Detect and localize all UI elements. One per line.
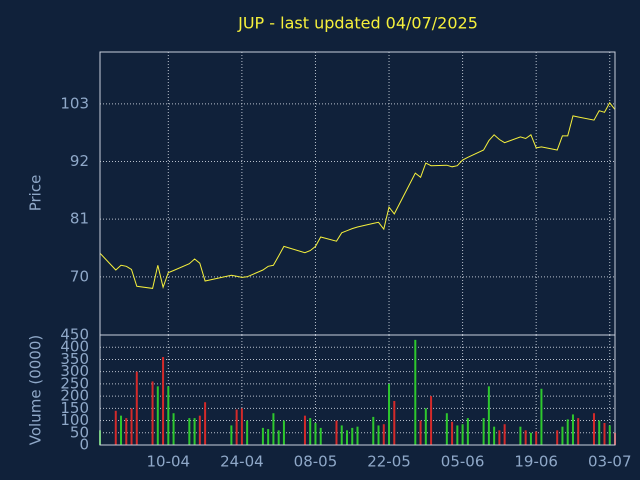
volume-bar [424, 408, 427, 445]
volume-bar [151, 381, 154, 445]
volume-bar [261, 427, 264, 445]
y-tick-label: 103 [60, 94, 89, 112]
volume-bar [319, 427, 322, 445]
volume-bar [535, 431, 538, 445]
chart-title: JUP - last updated 04/07/2025 [237, 14, 478, 33]
price-line [99, 101, 616, 290]
volume-bar [382, 424, 385, 445]
y-tick-label: 300 [60, 362, 89, 380]
volume-bar [566, 419, 569, 445]
volume-bar [340, 425, 343, 445]
volume-bar [230, 425, 233, 445]
volume-bar [388, 383, 391, 445]
volume-bar [114, 410, 117, 445]
volume-bar [282, 420, 285, 445]
y-tick-label: 150 [60, 399, 89, 417]
volume-bar [456, 425, 459, 445]
volume-bar [198, 415, 201, 445]
volume-bar [393, 401, 396, 445]
volume-bar [598, 420, 601, 445]
volume-bar [445, 413, 448, 445]
volume-bar [188, 418, 191, 445]
volume-bar [193, 418, 196, 445]
volume-bar [303, 415, 306, 445]
volume-bar [162, 357, 165, 445]
volume-bar [372, 416, 375, 445]
y-tick-label: 100 [60, 411, 89, 429]
volume-bar [204, 402, 207, 445]
y-tick-label: 450 [60, 326, 89, 344]
volume-bar [240, 408, 243, 445]
volume-bar [377, 425, 380, 445]
volume-bar [309, 418, 312, 445]
volume-bar [351, 427, 354, 445]
volume-bar [235, 409, 238, 445]
volume-bar [603, 423, 606, 445]
volume-bar [577, 418, 580, 445]
x-tick-label: 05-06 [441, 453, 485, 471]
volume-bar [120, 415, 123, 445]
volume-bar [167, 386, 170, 445]
volume-bar [414, 339, 417, 445]
volume-bar [335, 420, 338, 445]
volume-bar [461, 424, 464, 445]
volume-bar [608, 425, 611, 445]
plot-frame [99, 334, 616, 446]
y-tick-label: 70 [70, 267, 89, 285]
volume-bar [487, 386, 490, 445]
y-tick-label: 50 [70, 423, 89, 441]
volume-bar [519, 426, 522, 445]
x-tick-label: 22-05 [367, 453, 411, 471]
volume-bar [156, 386, 159, 445]
volume-bar [314, 423, 317, 445]
y-tick-label: 200 [60, 387, 89, 405]
volume-bar [503, 424, 506, 445]
volume-bar [493, 426, 496, 445]
y-tick-label: 81 [70, 210, 89, 228]
y-tick-label: 250 [60, 374, 89, 392]
x-tick-label: 10-04 [147, 453, 191, 471]
volume-bar [125, 418, 128, 445]
volume-bar [135, 371, 138, 445]
volume-bar [356, 426, 359, 445]
volume-bar [451, 421, 454, 445]
x-tick-label: 19-06 [514, 453, 558, 471]
y-tick-label: 400 [60, 338, 89, 356]
volume-bar [345, 430, 348, 445]
volume-bar [277, 430, 280, 445]
volume-bar [267, 429, 270, 445]
volume-bar [498, 430, 501, 445]
volume-bar [272, 413, 275, 445]
volume-bar [571, 414, 574, 445]
volume-bar [419, 420, 422, 445]
x-tick-label: 03-07 [588, 453, 632, 471]
volume-bar [246, 420, 249, 445]
volume-bar [172, 413, 175, 445]
y-axis-label: Price [27, 175, 45, 212]
volume-bar [561, 426, 564, 445]
y-tick-label: 92 [70, 152, 89, 170]
volume-bar [524, 430, 527, 445]
x-tick-label: 24-04 [220, 453, 264, 471]
y-axis-label: Volume (0000) [27, 335, 45, 445]
x-tick-label: 08-05 [294, 453, 338, 471]
volume-bar [529, 432, 532, 445]
volume-bar [466, 418, 469, 445]
volume-bar [482, 418, 485, 445]
y-tick-label: 0 [79, 436, 89, 454]
volume-bar [130, 408, 133, 445]
volume-bar [430, 396, 433, 445]
volume-bar [592, 413, 595, 445]
volume-bar [540, 388, 543, 445]
volume-bar [556, 430, 559, 445]
y-tick-label: 350 [60, 350, 89, 368]
